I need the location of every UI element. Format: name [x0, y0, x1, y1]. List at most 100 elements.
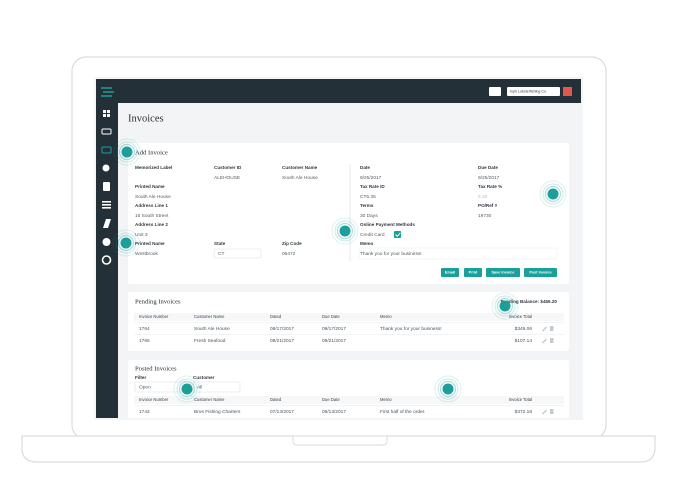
hotspot-ring	[544, 185, 562, 203]
column-header: Invoice Number	[139, 397, 169, 402]
field-value: Westbrook	[135, 251, 158, 257]
field-label: Printed Name	[135, 184, 165, 189]
table-cell: 08/13/2017	[322, 409, 346, 415]
customers-icon[interactable]	[102, 164, 110, 172]
book-icon[interactable]	[103, 219, 111, 228]
button[interactable]	[464, 268, 482, 277]
logout-button[interactable]	[563, 87, 572, 96]
field-label: Online Payment Methods	[360, 222, 415, 227]
button[interactable]	[441, 268, 459, 277]
field-value: Unit 3	[135, 232, 148, 238]
hotspot-ring	[331, 217, 359, 245]
field-label: Zip Code	[282, 241, 302, 246]
field-label: Memo	[360, 241, 373, 246]
field-value: 16 South Street	[135, 213, 169, 219]
hotspot[interactable]	[181, 383, 193, 395]
document-icon[interactable]	[103, 182, 110, 191]
button-label: Email	[445, 271, 455, 275]
hotspot-ring	[496, 297, 514, 315]
table-cell: South Ale House	[194, 326, 230, 332]
card-title: Posted Invoices	[135, 366, 177, 373]
field-value: South Ale House	[135, 194, 171, 200]
table-cell: First half of the order.	[380, 409, 425, 415]
hotspot-ring	[118, 143, 136, 161]
hotspot-ring	[334, 220, 356, 242]
delete-icon[interactable]	[550, 338, 554, 343]
hotspot[interactable]	[499, 300, 511, 312]
user-button[interactable]	[489, 87, 501, 96]
filter-label: Filter	[135, 375, 146, 380]
table-cell: 07/13/2017	[270, 409, 294, 415]
edit-icon[interactable]	[542, 338, 547, 344]
column-header: Invoice Total	[509, 397, 532, 402]
table-cell: 08/17/2017	[270, 326, 294, 332]
table-cell: $349.06	[515, 326, 533, 332]
column-header: Memo	[380, 397, 392, 402]
field-value: CT	[218, 251, 224, 257]
column-header: Dated	[270, 314, 282, 319]
table-cell: Thank you for your business!	[380, 326, 442, 332]
edit-icon[interactable]	[542, 326, 547, 332]
table-header	[134, 396, 564, 404]
hotspot[interactable]	[339, 225, 351, 237]
hotspot-ring	[113, 138, 141, 166]
pending-balance: Pending Balance: $456.20	[501, 299, 558, 304]
memo-input[interactable]	[358, 247, 558, 260]
table-cell: 08/21/2017	[270, 338, 294, 344]
delete-icon[interactable]	[550, 326, 554, 331]
field-value: Credit Card	[360, 232, 385, 238]
hotspot-ring	[117, 234, 135, 252]
checkmark	[395, 232, 401, 237]
app: Inph Lobsterfishing Co. Invoices Add Inv…	[96, 79, 581, 418]
table-cell: Fresh Seafood	[194, 338, 226, 344]
invoice-icon[interactable]	[101, 146, 112, 154]
hotspot[interactable]	[442, 383, 454, 395]
table-cell: 1764	[139, 326, 150, 332]
vehicle-icon[interactable]	[101, 128, 112, 135]
button-label: Post Invoice	[529, 271, 551, 275]
help-icon[interactable]	[101, 255, 112, 265]
laptop-notch	[292, 435, 388, 446]
hotspot-ring	[112, 229, 140, 257]
field-value: 30 Days	[360, 213, 378, 219]
field-value: 6.35	[478, 194, 488, 200]
button[interactable]	[524, 268, 557, 277]
filter-value: Open	[139, 384, 151, 390]
table-cell: 1765	[139, 338, 150, 344]
hotspot[interactable]	[121, 146, 133, 158]
field-value: 06472	[282, 251, 296, 257]
hotspot[interactable]	[547, 188, 559, 200]
field-label: Memorized Label	[135, 165, 172, 170]
dashboard-icon[interactable]	[103, 110, 110, 117]
table-cell: 1742	[139, 409, 150, 415]
field-value: 19730	[478, 213, 492, 219]
laptop-base	[21, 435, 656, 463]
state-select[interactable]	[213, 248, 262, 259]
column-header: Memo	[380, 314, 392, 319]
button[interactable]	[486, 268, 520, 277]
hotspot[interactable]	[120, 237, 132, 249]
list-icon[interactable]	[102, 201, 111, 209]
hotspot-ring	[115, 232, 137, 254]
delete-icon[interactable]	[550, 409, 554, 414]
field-value: South Ale House	[282, 175, 318, 181]
column-header: Customer Name	[194, 314, 225, 319]
column-header: Customer Name	[194, 397, 225, 402]
hotspot-ring	[176, 378, 198, 400]
settings-icon[interactable]	[102, 238, 111, 246]
sidebar-icons[interactable]	[101, 110, 112, 265]
customer-filter-label: Customer	[193, 375, 215, 380]
checkbox[interactable]	[394, 231, 401, 238]
customer-select[interactable]	[192, 381, 241, 393]
company-select[interactable]	[507, 87, 560, 96]
field-value: ALEHOUSE	[214, 175, 240, 181]
field-label: Address Line 1	[135, 203, 168, 208]
field-value: 9/25/2017	[360, 175, 382, 181]
customer-value: All	[197, 384, 202, 390]
field-value: 9/25/2017	[478, 175, 500, 181]
table-cell: $107.14	[515, 338, 533, 344]
field-label: PO/Ref #	[478, 203, 498, 208]
card-title: Add Invoice	[135, 150, 168, 157]
field-label: Terms	[360, 203, 374, 208]
edit-icon[interactable]	[542, 409, 547, 415]
